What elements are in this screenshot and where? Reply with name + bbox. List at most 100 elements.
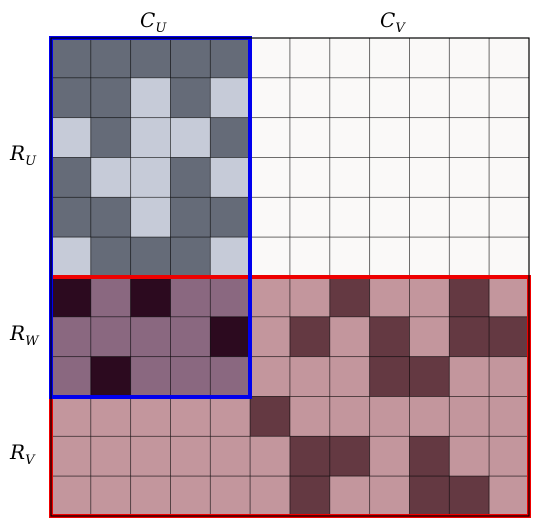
matrix-cell [369,316,410,358]
matrix-cell [289,77,331,119]
matrix-cell [409,157,450,198]
row-label: RV [9,440,36,468]
matrix-cell [488,396,530,437]
matrix-cell [249,196,291,238]
matrix-cell [329,77,371,119]
matrix-cell [50,236,92,278]
label-main: R [9,141,25,165]
matrix-cell [369,435,410,477]
matrix-cell [289,236,331,278]
label-sub: U [25,154,37,169]
matrix-cell [50,196,92,238]
label-sub: W [25,334,40,349]
matrix-cell [488,435,530,477]
matrix-cell [488,316,530,358]
matrix-cell [249,117,291,158]
matrix-cell [209,196,251,238]
matrix-cell [329,356,371,397]
matrix-cell [409,475,450,517]
matrix-cell [130,396,171,437]
col-label: CU [140,8,167,36]
matrix-cell [369,77,410,119]
label-main: R [9,440,25,464]
matrix-cell [249,316,291,358]
matrix-cell [289,435,331,477]
matrix-cell [170,196,211,238]
matrix-cell [130,316,171,358]
matrix-cell [170,77,211,119]
matrix-cell [130,276,171,318]
matrix-cell [448,37,490,79]
matrix-cell [409,37,450,79]
matrix-cell [90,117,132,158]
matrix-cell [170,396,211,437]
matrix-cell [369,396,410,437]
matrix-cell [329,117,371,158]
matrix-cell [448,435,490,477]
matrix-cell [130,37,171,79]
matrix-cell [50,316,92,358]
matrix-cell [409,435,450,477]
matrix-cell [130,435,171,477]
matrix-cell [329,316,371,358]
matrix-cell [249,276,291,318]
matrix-cell [130,475,171,517]
matrix-cell [409,77,450,119]
matrix-cell [170,37,211,79]
matrix-cell [50,475,92,517]
matrix-cell [409,236,450,278]
matrix-cell [409,117,450,158]
matrix-cell [488,475,530,517]
matrix-cell [130,77,171,119]
matrix-cell [90,356,132,397]
matrix-cell [209,475,251,517]
matrix-cell [329,435,371,477]
matrix-cell [369,236,410,278]
label-sub: V [25,453,36,468]
matrix-cell [50,37,92,79]
row-label: RW [9,321,40,349]
matrix-cell [448,77,490,119]
matrix-cell [488,117,530,158]
matrix-cell [90,37,132,79]
label-main: C [140,8,155,32]
matrix-cell [448,396,490,437]
matrix-cell [289,316,331,358]
matrix-cell [488,77,530,119]
matrix-cell [209,435,251,477]
matrix-cell [90,157,132,198]
label-main: R [9,321,25,345]
matrix-cell [130,236,171,278]
matrix-cell [488,196,530,238]
label-sub: U [155,21,167,36]
matrix-cell [289,356,331,397]
matrix-cell [409,396,450,437]
matrix-cell [448,157,490,198]
matrix-cell [209,77,251,119]
matrix-cell [50,77,92,119]
matrix-cell [170,117,211,158]
matrix-border [50,37,530,517]
matrix-cell [90,435,132,477]
matrix-cell [209,37,251,79]
matrix-cell [289,157,331,198]
matrix-cell [448,475,490,517]
matrix-cell [50,157,92,198]
matrix-cell [249,37,291,79]
matrix-cell [170,157,211,198]
matrix-cell [448,276,490,318]
matrix-cell [209,117,251,158]
matrix-cell [329,276,371,318]
matrix-cell [90,196,132,238]
matrix-cell [209,316,251,358]
matrix-cell [289,396,331,437]
matrix-cell [448,117,490,158]
matrix-cell [329,396,371,437]
matrix-cell [369,276,410,318]
matrix-cell [488,37,530,79]
matrix-cell [448,236,490,278]
matrix-cell [50,396,92,437]
matrix-cell [209,157,251,198]
label-main: C [380,8,395,32]
